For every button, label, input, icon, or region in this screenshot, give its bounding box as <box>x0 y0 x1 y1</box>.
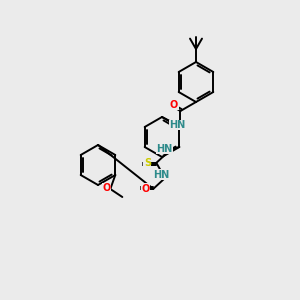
Text: HN: HN <box>153 170 170 180</box>
Text: S: S <box>144 158 151 168</box>
Text: HN: HN <box>169 120 185 130</box>
Text: HN: HN <box>156 144 172 154</box>
Text: O: O <box>141 184 149 194</box>
Text: O: O <box>102 183 110 193</box>
Text: O: O <box>170 100 178 110</box>
